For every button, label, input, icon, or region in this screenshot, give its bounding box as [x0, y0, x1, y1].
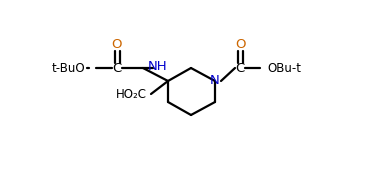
Text: O: O — [112, 39, 122, 52]
Text: OBu-t: OBu-t — [267, 61, 301, 75]
Text: t-BuO: t-BuO — [51, 61, 85, 75]
Text: O: O — [235, 39, 245, 52]
Text: C: C — [235, 61, 245, 75]
Text: C: C — [112, 61, 122, 75]
Text: NH: NH — [148, 61, 168, 73]
Text: HO₂C: HO₂C — [116, 87, 147, 101]
Text: N: N — [210, 75, 220, 87]
